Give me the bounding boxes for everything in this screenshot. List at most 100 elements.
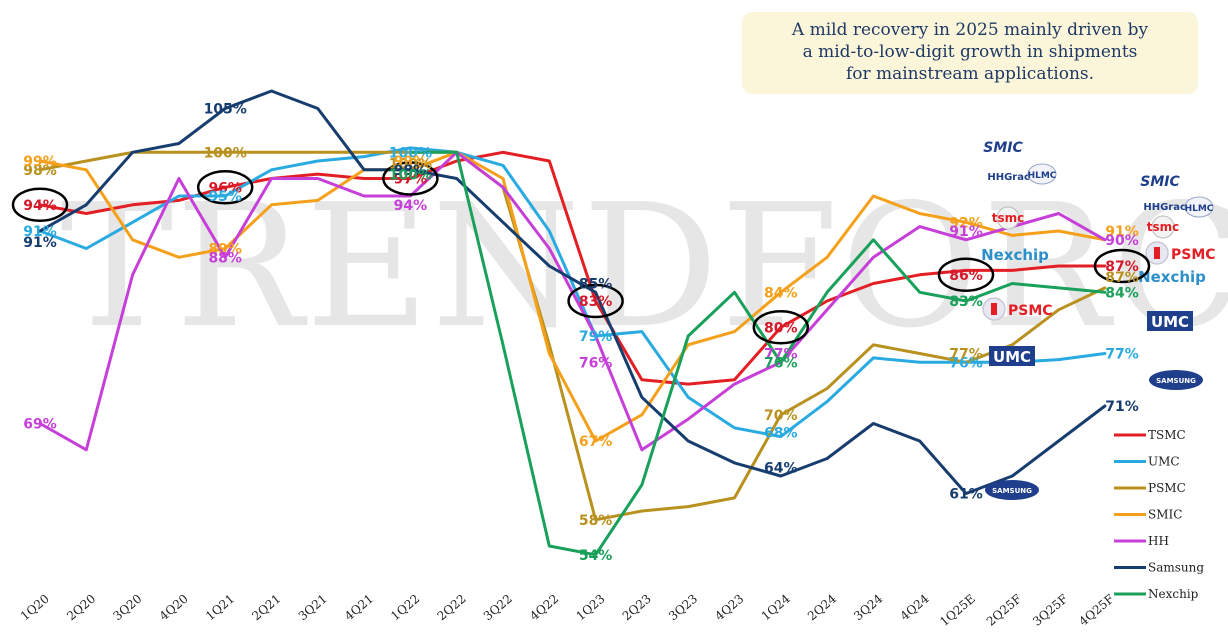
legend-label-hh: HH [1148,534,1169,548]
data-label-umc-1q22: 100% [389,145,432,161]
highlight-circle-1q23 [567,283,624,319]
svg-text:UMC: UMC [993,348,1031,366]
data-label-hh-4q25f: 90% [1105,233,1139,249]
x-tick-4q23: 4Q23 [712,592,746,624]
data-label-tsmc-1q25e: 86% [949,268,983,284]
x-tick-4q20: 4Q20 [157,592,191,624]
data-label-umc-1q21: 95% [208,189,242,205]
x-tick-4q25f: 4Q25F [1076,592,1116,629]
x-tick-3q24: 3Q24 [851,591,885,623]
data-label-psmc-4q25f: 87% [1105,270,1139,286]
data-label-tsmc-1q24: 80% [764,320,798,336]
data-label-smic-1q25e: 92% [949,215,983,231]
hhgrace-logo-1: HHGrace [987,172,1037,183]
samsung-logo-1: SAMSUNG [985,480,1039,500]
series-lines [38,89,1107,557]
x-tick-2q22: 2Q22 [435,592,469,624]
nexchip-logo-2: Nexchip [1138,268,1206,286]
svg-text:SMIC: SMIC [983,140,1023,156]
legend: TSMC UMC PSMC SMIC HH Samsung Nexchip [1114,428,1204,601]
x-tick-3q22: 3Q22 [481,592,515,624]
data-label-smic-1q24: 84% [764,285,798,301]
highlight-circle-1q21 [196,170,254,205]
data-label-tsmc-4q25f: 87% [1105,259,1139,275]
x-tick-1q20: 1Q20 [18,592,52,624]
x-tick-4q22: 4Q22 [527,592,561,624]
x-tick-1q21: 1Q21 [203,592,237,624]
legend-label-smic: SMIC [1148,508,1182,522]
x-tick-3q25f: 3Q25F [1030,592,1070,629]
x-tick-2q24: 2Q24 [805,591,839,623]
data-label-smic-1q21: 89% [208,242,242,258]
svg-text:HHGrace: HHGrace [987,172,1037,183]
x-tick-2q21: 2Q21 [249,592,283,624]
data-label-smic-4q25f: 91% [1105,224,1139,240]
data-label-psmc-1q21: 100% [204,145,247,161]
legend-label-nexchip: Nexchip [1148,587,1199,601]
data-label-samsung-1q21: 105% [204,102,247,118]
svg-text:tsmc: tsmc [1147,220,1180,234]
svg-text:SMIC: SMIC [1140,174,1180,190]
highlight-circle-1q24 [752,310,810,345]
x-tick-2q20: 2Q20 [64,592,98,624]
svg-text:Nexchip: Nexchip [1138,268,1206,286]
psmc-logo-1: PSMC [982,297,1053,321]
data-label-tsmc-1q22: 97% [394,172,428,188]
svg-text:PSMC: PSMC [1008,303,1053,319]
x-tick-1q23: 1Q23 [573,592,607,624]
data-label-smic-1q22: 99% [394,154,428,170]
data-label-hh-1q23: 76% [579,355,613,371]
data-label-psmc-1q22: 100% [389,156,432,172]
series-line-tsmc [38,150,1107,386]
legend-label-samsung: Samsung [1148,561,1204,575]
data-labels: 94% 96% 97% 83% 80% 86% 87% 91% 95% 100% 79% 68% 76%… [11,102,1151,564]
hlmc-logo-2: HLMC [1184,196,1214,218]
data-label-samsung-1q20: 91% [23,235,57,251]
data-label-samsung-4q25f: 71% [1105,399,1139,415]
tsmc-logo-2: tsmc [1147,215,1180,239]
data-label-umc-1q24: 68% [764,425,798,441]
svg-text:HLMC: HLMC [1185,204,1214,214]
callout-line-3: for mainstream applications. [845,64,1095,84]
data-label-hh-1q20: 69% [23,417,57,433]
svg-text:SAMSUNG: SAMSUNG [1156,377,1196,385]
data-label-umc-1q20: 91% [23,224,57,240]
nexchip-logo-1: Nexchip [981,246,1049,264]
data-label-umc-1q25e: 76% [949,355,983,371]
data-label-tsmc-1q23: 83% [579,294,613,310]
legend-label-tsmc: TSMC [1148,428,1186,442]
data-label-psmc-1q24: 70% [764,408,798,424]
svg-text:HHGrace: HHGrace [1143,202,1193,213]
smic-logo-1: SMIC [983,140,1023,156]
callout-line-2: a mid-to-low-digit growth in shipments [802,42,1138,62]
data-label-hh-1q24: 77% [764,347,798,363]
umc-logo-2: UMC [1147,311,1193,331]
hlmc-logo-1: HLMC [1027,163,1057,185]
callout-box: A mild recovery in 2025 mainly driven by… [742,12,1198,94]
highlight-circle-1q20 [11,187,69,222]
x-tick-3q20: 3Q20 [110,592,144,624]
samsung-logo-2: SAMSUNG [1149,370,1203,390]
series-line-umc [38,146,1107,439]
legend-label-umc: UMC [1148,455,1180,469]
highlight-circle-1q22 [382,161,439,196]
svg-text:tsmc: tsmc [992,211,1025,225]
x-tick-4q24: 4Q24 [898,591,932,623]
data-label-smic-1q23: 67% [579,434,613,450]
svg-text:UMC: UMC [1151,313,1189,331]
smic-logo-2: SMIC [1140,174,1180,190]
hhgrace-logo-2: HHGrace [1143,202,1193,213]
data-label-nexchip-4q25f: 84% [1105,285,1139,301]
series-line-smic [38,150,1107,443]
data-label-smic-1q20: 99% [23,154,57,170]
series-line-samsung [38,89,1107,495]
data-label-samsung-1q24: 64% [764,460,798,476]
legend-label-psmc: PSMC [1148,481,1186,495]
x-tick-3q23: 3Q23 [666,592,700,624]
data-label-psmc-1q20: 98% [23,163,57,179]
data-label-nexchip-1q25e: 83% [949,294,983,310]
data-label-samsung-1q22: 98% [394,163,428,179]
data-label-hh-1q25e: 91% [949,224,983,240]
highlight-circle-1q25e [937,257,995,292]
